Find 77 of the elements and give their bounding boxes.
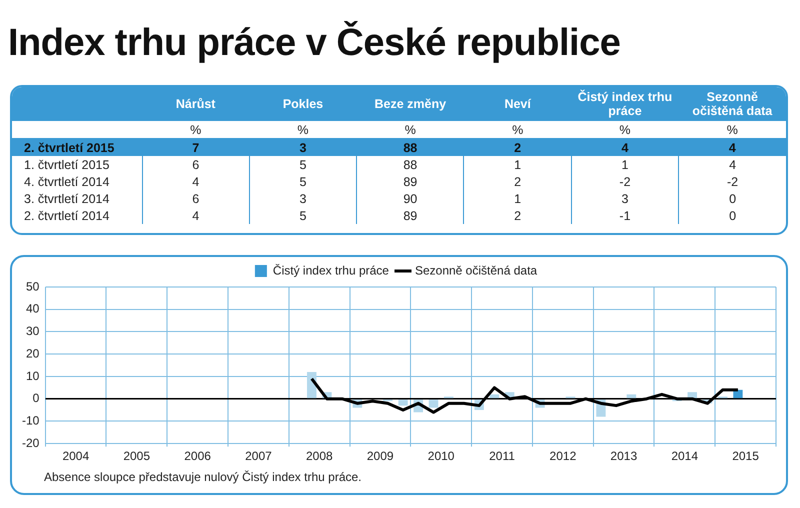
y-tick-label: -10: [22, 414, 40, 428]
bar: [307, 372, 316, 398]
y-tick-label: 0: [32, 391, 40, 406]
x-tick-label: 2013: [610, 449, 638, 464]
category-label: Pokles: [249, 87, 357, 121]
category-label: 2. čtvrtletí 2014: [24, 208, 110, 222]
x-tick-label: 2004: [62, 449, 90, 464]
text: 1: [622, 158, 628, 172]
x-tick-label: 2012: [550, 449, 577, 464]
text: 2: [514, 208, 522, 222]
text: 88: [403, 158, 418, 172]
text: %: [619, 122, 631, 136]
category-label: 4. čtvrtletí 2014: [24, 174, 110, 188]
text: 89: [403, 208, 418, 222]
text: %: [190, 122, 202, 136]
bar: [688, 392, 697, 398]
text: 2: [514, 174, 522, 188]
text: 4: [729, 158, 736, 172]
category-label: Nárůst: [142, 87, 250, 121]
text: 4: [192, 208, 200, 222]
bar: [490, 394, 500, 398]
x-tick-label: 2014: [671, 449, 698, 464]
text: 5: [300, 174, 306, 188]
legend-label: Čistý index trhu práce: [272, 263, 390, 278]
category-label: 1. čtvrtletí 2015: [24, 158, 110, 172]
x-tick-label: 2010: [428, 449, 455, 464]
x-tick-label: 2007: [245, 449, 272, 464]
text: 4: [192, 174, 200, 188]
text: Absence sloupce představuje nulový Čistý index trhu práce.: [44, 470, 362, 484]
text: 2: [514, 140, 522, 154]
y-tick-label: 20: [26, 346, 40, 360]
y-tick-label: 30: [26, 324, 40, 338]
text: 5: [300, 158, 306, 172]
text: 3: [300, 192, 306, 206]
text: 0: [729, 192, 736, 206]
text: 5: [300, 208, 306, 222]
text: 7: [192, 140, 200, 154]
x-tick-label: 2008: [306, 449, 334, 464]
x-tick-label: 2015: [732, 449, 760, 464]
text: Index trhu práce v České republice: [8, 22, 620, 65]
y-tick-label: 50: [26, 279, 40, 294]
bar: [428, 400, 438, 408]
text: -1: [619, 208, 631, 222]
category-label: Beze změny: [356, 87, 464, 121]
text: 4: [622, 140, 628, 154]
text: %: [512, 122, 524, 136]
text: 88: [403, 140, 418, 154]
x-tick-label: 2006: [184, 449, 212, 464]
bar: [398, 400, 408, 406]
text: 1: [514, 158, 522, 172]
text: %: [297, 122, 309, 136]
text: %: [726, 122, 738, 136]
category-label: Čistý index trhu práce: [571, 87, 679, 121]
category-label: 2. čtvrtletí 2015: [24, 140, 114, 154]
text: 4: [728, 140, 736, 154]
x-tick-label: 2005: [123, 449, 150, 464]
text: %: [404, 122, 416, 136]
category-label: Sezonně očištěná data: [678, 87, 786, 121]
text: 3: [300, 140, 306, 154]
text: 1: [514, 192, 522, 206]
y-tick-label: 40: [26, 302, 40, 316]
x-tick-label: 2011: [489, 449, 516, 464]
text: 0: [729, 208, 736, 222]
y-tick-label: -20: [22, 436, 40, 450]
bar: [626, 394, 636, 398]
text: 6: [192, 192, 200, 206]
category-label: 3. čtvrtletí 2014: [24, 192, 110, 206]
text: -2: [727, 174, 738, 188]
text: 3: [622, 192, 628, 206]
x-tick-label: 2009: [366, 449, 394, 464]
category-label: Neví: [464, 87, 572, 121]
legend-label: Sezonně očištěná data: [414, 263, 538, 278]
text: 90: [403, 192, 418, 206]
text: 89: [403, 174, 418, 188]
text: -2: [619, 174, 631, 188]
text: 6: [192, 158, 200, 172]
y-tick-label: 10: [26, 368, 40, 383]
